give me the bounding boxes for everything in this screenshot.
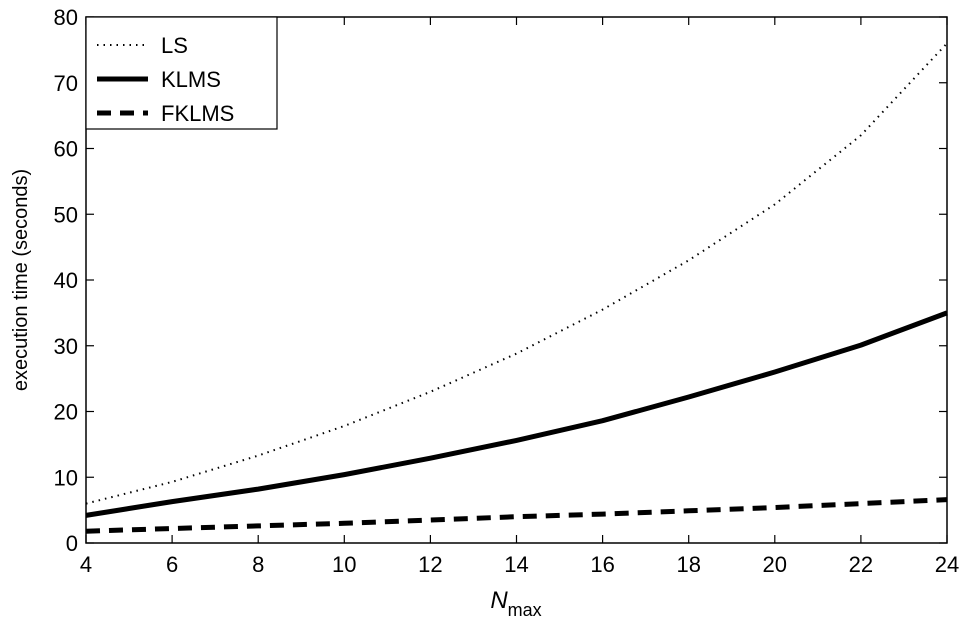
x-tick-label: 20 bbox=[763, 552, 787, 577]
y-tick-label: 40 bbox=[54, 268, 78, 293]
x-tick-label: 12 bbox=[418, 552, 442, 577]
y-axis: 0 10 20 30 40 50 60 70 80 bbox=[54, 5, 947, 556]
x-tick-label: 8 bbox=[252, 552, 264, 577]
x-axis-label: Nmax bbox=[490, 587, 541, 620]
x-tick-label: 4 bbox=[80, 552, 92, 577]
y-tick-label: 30 bbox=[54, 334, 78, 359]
y-tick-label: 0 bbox=[66, 531, 78, 556]
y-tick-label: 10 bbox=[54, 465, 78, 490]
x-axis-label-subscript: max bbox=[508, 600, 542, 620]
legend-label-fklms: FKLMS bbox=[161, 101, 234, 126]
x-tick-label: 24 bbox=[935, 552, 959, 577]
x-tick-label: 6 bbox=[166, 552, 178, 577]
x-axis: 4 6 8 10 12 14 16 18 20 22 24 bbox=[80, 17, 959, 577]
x-tick-label: 10 bbox=[332, 552, 356, 577]
x-tick-label: 16 bbox=[590, 552, 614, 577]
y-tick-label: 70 bbox=[54, 71, 78, 96]
y-tick-label: 60 bbox=[54, 137, 78, 162]
y-axis-label: execution time (seconds) bbox=[10, 169, 32, 391]
legend: LS KLMS FKLMS bbox=[85, 16, 278, 130]
legend-label-ls: LS bbox=[161, 33, 188, 58]
y-tick-label: 50 bbox=[54, 202, 78, 227]
y-tick-label: 20 bbox=[54, 400, 78, 425]
x-tick-label: 22 bbox=[849, 552, 873, 577]
series-line-klms bbox=[85, 310, 948, 518]
series-line-fklms bbox=[85, 497, 948, 534]
x-tick-label: 18 bbox=[676, 552, 700, 577]
x-tick-label: 14 bbox=[504, 552, 528, 577]
series-group bbox=[85, 42, 948, 534]
y-tick-label: 80 bbox=[54, 5, 78, 30]
legend-box bbox=[85, 16, 278, 130]
x-axis-label-main: N bbox=[490, 587, 508, 614]
legend-label-klms: KLMS bbox=[161, 67, 221, 92]
